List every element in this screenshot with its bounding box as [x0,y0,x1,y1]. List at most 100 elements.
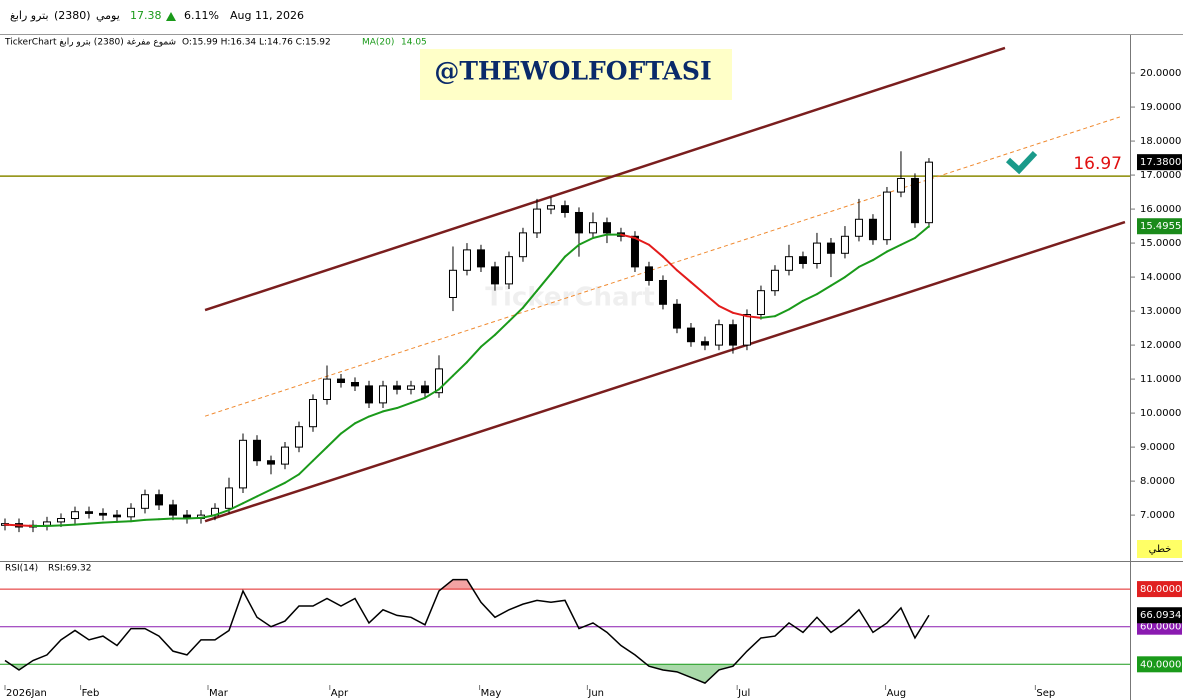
candle-body [420,385,429,394]
level-label: 16.97 [1073,154,1122,174]
date: Aug 11, 2026 [230,9,304,22]
ma-segment [885,243,902,253]
ohlc-text: O:15.99 H:16.34 L:14.76 C:15.92 [182,38,331,48]
ma-segment [815,284,832,296]
rsi-value: RSI:69.32 [48,564,91,574]
candle-body [896,177,905,193]
ma-segment [591,233,608,239]
watermark-box [420,49,732,100]
candle-body [658,279,667,305]
candle-body [854,218,863,237]
price-badge [1137,154,1182,171]
candle-body [826,242,835,254]
candle-body [266,460,275,465]
ma-segment [311,446,328,462]
candle-body [910,177,919,224]
x-tick-label: Apr [331,688,349,699]
candle-body [504,256,513,285]
y-tick-label: 13.0000 [1140,306,1181,317]
candle-body [364,385,373,404]
ma-segment [353,415,370,425]
candle-body [98,512,107,516]
y-tick-label: 12.0000 [1140,340,1181,351]
candle-body [560,205,569,213]
ma-segment [423,388,440,399]
ma-segment [801,293,818,302]
ma-segment [283,473,300,484]
ma-segment [689,281,706,296]
y-tick-label: 18.0000 [1140,136,1181,147]
y-tick-label: 11.0000 [1140,374,1181,385]
ma-segment [745,315,762,319]
candle-body [602,222,611,234]
ma-segment [143,518,160,521]
candle-body [700,341,709,346]
ma-segment [157,517,174,521]
ma-segment [87,521,104,525]
price-badge-label: 15.4955 [1140,221,1181,232]
ma-segment [535,272,552,292]
up-arrow [166,12,176,21]
ma-segment [871,250,888,262]
ma-segment [493,320,510,336]
level-badge-label: 40.0000 [1140,659,1181,670]
candle-body [434,368,443,394]
candle-body [112,514,121,518]
ma-segment [101,520,118,524]
candle-body [308,399,317,428]
price-badge-label: 17.3800 [1140,157,1181,168]
ma-segment [647,243,664,258]
candle-body [168,504,177,516]
candle-body [448,269,457,298]
ma-segment [451,361,468,377]
candle-body [686,327,695,343]
candle-body [770,269,779,292]
candle-body [126,507,135,518]
ma-segment [339,422,356,435]
ma-segment [325,432,342,449]
ma-segment [479,333,496,348]
x-tick-label: May [481,688,502,699]
oversold-fill [5,664,929,684]
x-tick-label: Mar [209,688,229,699]
candle-body [518,232,527,258]
check-icon [1005,150,1038,175]
x-tick-label: Jul [737,688,750,699]
candle-body [924,161,933,224]
candle-body [868,218,877,241]
candle-body [742,313,751,346]
ma-segment [185,516,202,520]
x-tick-label: Aug [887,688,907,699]
candle-body [140,494,149,509]
trendline [204,46,1006,312]
ma-segment [213,509,230,517]
y-tick-label: 16.0000 [1140,204,1181,215]
ma-segment [45,524,62,527]
ma-segment [717,304,734,314]
candle-body [238,439,247,489]
candle-body [154,494,163,506]
y-tick-label: 15.0000 [1140,238,1181,249]
ma-segment [619,233,636,239]
ma-segment [255,488,272,498]
y-tick-label: 20.0000 [1140,68,1181,79]
ma-segment [787,299,804,311]
x-tick-label: Sep [1036,688,1055,699]
ma-segment [59,523,76,527]
level-badge [1137,656,1182,673]
ma-segment [73,522,90,526]
ma-segment [913,225,930,239]
candle-body [546,205,555,210]
y-tick-label: 7.0000 [1140,510,1175,521]
ma-segment [241,495,258,505]
ma-segment [675,269,692,284]
candle-body [588,222,597,234]
candle-body [574,211,583,234]
x-tick-label: 2026Jan [6,688,47,699]
ma-segment [703,293,720,307]
ma-legend-value: 14.05 [401,38,427,48]
ma-segment [367,410,384,418]
y-tick-label: 17.0000 [1140,170,1181,181]
ma-segment [773,308,790,318]
